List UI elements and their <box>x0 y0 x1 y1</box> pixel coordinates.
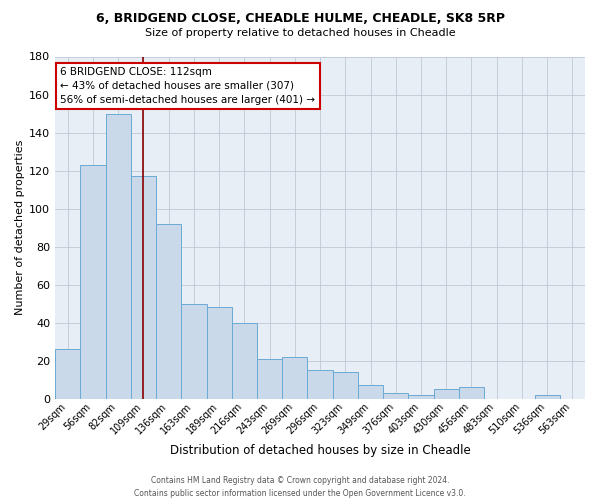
Bar <box>156 224 181 398</box>
Bar <box>282 357 307 399</box>
Bar <box>409 395 434 398</box>
Text: Contains HM Land Registry data © Crown copyright and database right 2024.
Contai: Contains HM Land Registry data © Crown c… <box>134 476 466 498</box>
Bar <box>332 372 358 398</box>
Y-axis label: Number of detached properties: Number of detached properties <box>15 140 25 315</box>
Bar <box>257 358 282 399</box>
X-axis label: Distribution of detached houses by size in Cheadle: Distribution of detached houses by size … <box>170 444 470 458</box>
Text: Size of property relative to detached houses in Cheadle: Size of property relative to detached ho… <box>145 28 455 38</box>
Bar <box>80 165 106 398</box>
Bar <box>206 308 232 398</box>
Bar <box>459 387 484 398</box>
Bar <box>181 304 206 398</box>
Bar <box>383 393 409 398</box>
Bar <box>131 176 156 398</box>
Bar <box>358 386 383 398</box>
Bar <box>434 389 459 398</box>
Text: 6 BRIDGEND CLOSE: 112sqm
← 43% of detached houses are smaller (307)
56% of semi-: 6 BRIDGEND CLOSE: 112sqm ← 43% of detach… <box>61 67 316 105</box>
Bar <box>307 370 332 398</box>
Bar <box>106 114 131 399</box>
Bar <box>232 322 257 398</box>
Text: 6, BRIDGEND CLOSE, CHEADLE HULME, CHEADLE, SK8 5RP: 6, BRIDGEND CLOSE, CHEADLE HULME, CHEADL… <box>95 12 505 26</box>
Bar <box>535 395 560 398</box>
Bar <box>55 349 80 399</box>
